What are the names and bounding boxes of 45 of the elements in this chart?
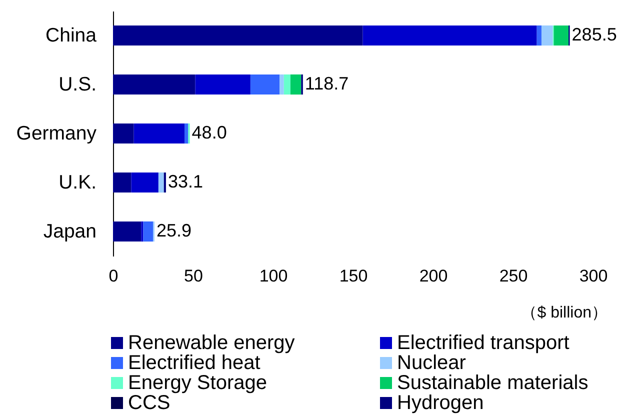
y-tick-label: U.S. [58,74,96,96]
x-tick-label: 150 [339,266,368,286]
bar [536,25,542,46]
bar [184,123,188,144]
bar [113,123,134,144]
total-label: 118.7 [304,74,349,94]
bar [290,74,302,95]
bar [131,172,158,193]
bar [113,25,363,46]
x-tick-label: 0 [108,266,118,286]
x-tick-label: 300 [579,266,608,286]
x-tick-label: 200 [419,266,448,286]
bar [284,74,290,95]
legend-label: CCS [128,392,170,414]
bar [195,74,250,95]
total-label: 48.0 [192,122,227,142]
bar [113,221,142,242]
bar [113,172,132,193]
bar [280,74,284,95]
bar [143,221,154,242]
legend-label: Energy Storage [128,372,267,394]
legend-label: Electrified transport [397,332,570,354]
total-label: 285.5 [572,24,617,44]
bar [554,25,569,46]
legend-label: Electrified heat [128,352,261,374]
bar [158,172,164,193]
bar [362,25,537,46]
bar [134,123,185,144]
bar [113,74,196,95]
legend-label: Hydrogen [397,392,484,414]
x-tick-label: 50 [184,266,203,286]
total-label: 25.9 [156,220,192,240]
bar [541,25,553,46]
y-tick-label: China [46,24,97,46]
y-tick-label: Japan [43,220,96,242]
x-axis-title: （$ billion） [521,304,608,322]
y-tick-label: U.K. [58,172,96,194]
legend-label: Renewable energy [128,332,295,354]
legend-label: Nuclear [397,352,466,374]
x-tick-label: 100 [259,266,288,286]
bar [250,74,280,95]
total-label: 33.1 [168,172,204,192]
y-tick-label: Germany [16,122,97,144]
x-tick-label: 250 [499,266,528,286]
legend-label: Sustainable materials [397,372,588,394]
